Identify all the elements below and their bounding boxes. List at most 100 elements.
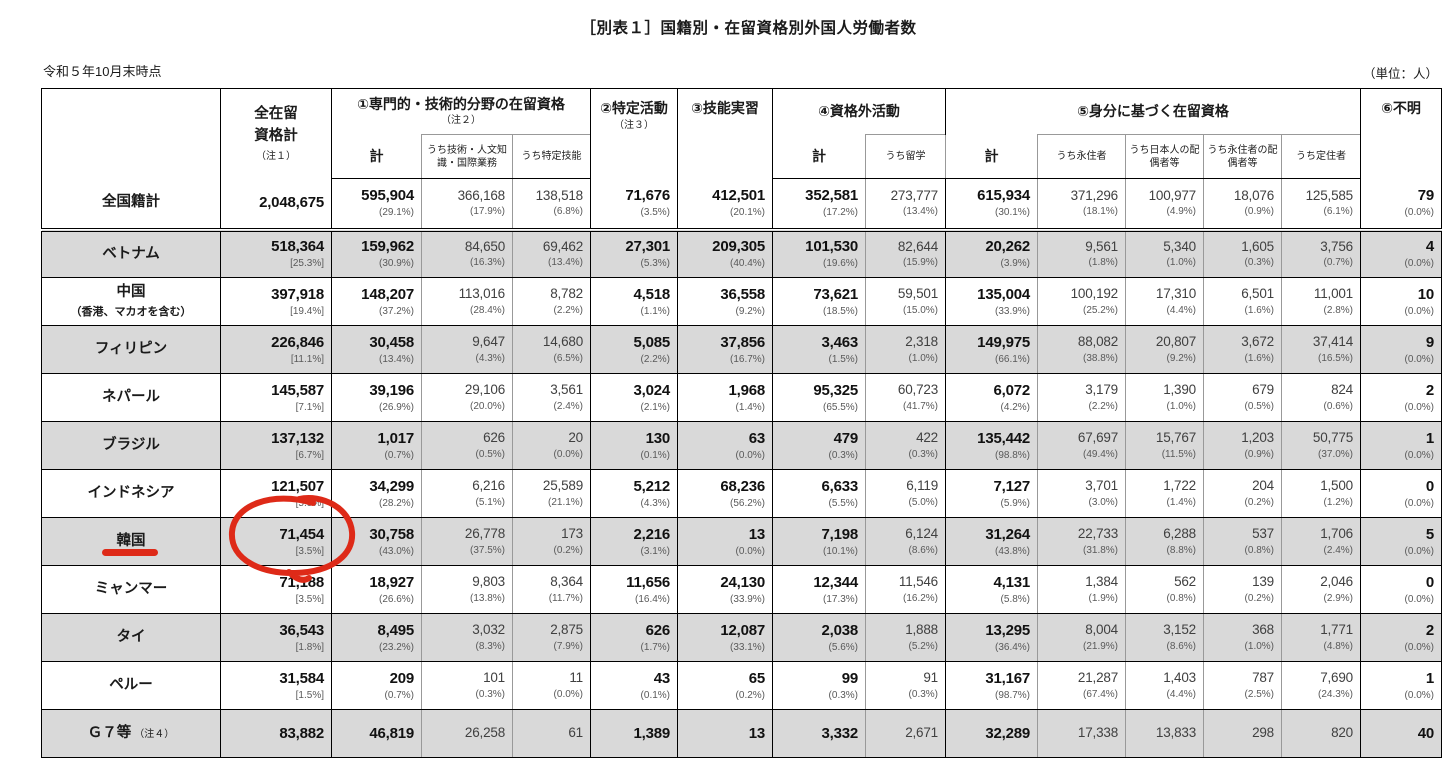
value-cell: 615,934 (30.1%) [945, 178, 1038, 232]
value-cell: 26,258 [421, 709, 513, 758]
value-cell: 209 (0.7%) [331, 661, 422, 710]
value-cell: 2,318 (1.0%) [865, 325, 946, 374]
value-cell: 2,038 (5.6%) [772, 613, 866, 662]
value-cell: 3,756 (0.7%) [1281, 229, 1361, 278]
value-cell: 371,296 (18.1%) [1037, 178, 1126, 232]
value-cell: 18,927 (26.6%) [331, 565, 422, 614]
value-cell: 11,656 (16.4%) [590, 565, 678, 614]
value-cell: 31,584 [1.5%] [220, 661, 332, 710]
value-cell: 3,179 (2.2%) [1037, 373, 1126, 422]
value-cell: 1 (0.0%) [1360, 661, 1442, 710]
value-cell: 71,454 [3.5%] [220, 517, 332, 566]
value-cell: 8,364 (11.7%) [512, 565, 591, 614]
value-cell: 43 (0.1%) [590, 661, 678, 710]
value-cell: 71,188 [3.5%] [220, 565, 332, 614]
value-cell: 14,680 (6.5%) [512, 325, 591, 374]
row-label: ミャンマー [41, 565, 221, 614]
col-group-activities-outside-status: ④資格外活動 [772, 88, 946, 135]
value-cell: 5 (0.0%) [1360, 517, 1442, 566]
value-cell: 46,819 [331, 709, 422, 758]
value-cell: 4,518 (1.1%) [590, 277, 678, 326]
value-cell: 13 (0.0%) [677, 517, 773, 566]
value-cell: 159,962 (30.9%) [331, 229, 422, 278]
value-cell: 3,701 (3.0%) [1037, 469, 1126, 518]
value-cell: 65 (0.2%) [677, 661, 773, 710]
corner-cell [41, 88, 221, 179]
value-cell: 3,672 (1.6%) [1203, 325, 1282, 374]
value-cell: 17,310 (4.4%) [1125, 277, 1204, 326]
value-cell: 31,167 (98.7%) [945, 661, 1038, 710]
value-cell: 137,132 [6.7%] [220, 421, 332, 470]
row-label: ブラジル [41, 421, 221, 470]
value-cell: 13 [677, 709, 773, 758]
row-label: インドネシア [41, 469, 221, 518]
row-country: インドネシア 121,507 [5.9%] 34,299 (28.2%) 6,216 (5.… [41, 469, 1442, 518]
value-cell: 562 (0.8%) [1125, 565, 1204, 614]
row-label: タイ [41, 613, 221, 662]
row-country: 中国 （香港、マカオを含む） 397,918 [19.4%] 148,207 (37.2%… [41, 277, 1442, 326]
value-cell: 148,207 (37.2%) [331, 277, 422, 326]
row-country: Ｇ７等 （注４） 83,882 46,819 26,258 61 1,389 13 3,332 2… [41, 709, 1442, 758]
value-cell: 4,131 (5.8%) [945, 565, 1038, 614]
col-header-technical-intern: ③技能実習 [677, 88, 773, 179]
value-cell: 518,364 [25.3%] [220, 229, 332, 278]
value-cell: 626 (0.5%) [421, 421, 513, 470]
value-cell: 79 (0.0%) [1360, 178, 1442, 232]
value-cell: 2 (0.0%) [1360, 373, 1442, 422]
value-cell: 10 (0.0%) [1360, 277, 1442, 326]
value-cell: 1,390 (1.0%) [1125, 373, 1204, 422]
value-cell: 11 (0.0%) [512, 661, 591, 710]
row-country: フィリピン 226,846 [11.1%] 30,458 (13.4%) 9,647 (4.… [41, 325, 1442, 374]
value-cell: 6,119 (5.0%) [865, 469, 946, 518]
value-cell: 1,888 (5.2%) [865, 613, 946, 662]
value-cell: 18,076 (0.9%) [1203, 178, 1282, 232]
value-cell: 679 (0.5%) [1203, 373, 1282, 422]
value-cell: 3,032 (8.3%) [421, 613, 513, 662]
subcol-spouses-of-japanese: うち日本人の配偶者等 [1125, 134, 1204, 179]
value-cell: 11,001 (2.8%) [1281, 277, 1361, 326]
value-cell: 12,344 (17.3%) [772, 565, 866, 614]
subcol-permanent-residents: うち永住者 [1037, 134, 1126, 179]
value-cell: 135,442 (98.8%) [945, 421, 1038, 470]
value-cell: 0 (0.0%) [1360, 469, 1442, 518]
value-cell: 24,130 (33.9%) [677, 565, 773, 614]
value-cell: 1,722 (1.4%) [1125, 469, 1204, 518]
value-cell: 397,918 [19.4%] [220, 277, 332, 326]
value-cell: 5,085 (2.2%) [590, 325, 678, 374]
value-cell: 130 (0.1%) [590, 421, 678, 470]
value-cell: 20,807 (9.2%) [1125, 325, 1204, 374]
value-cell: 7,127 (5.9%) [945, 469, 1038, 518]
value-cell: 4 (0.0%) [1360, 229, 1442, 278]
value-cell: 31,264 (43.8%) [945, 517, 1038, 566]
value-cell: 30,458 (13.4%) [331, 325, 422, 374]
value-cell: 27,301 (5.3%) [590, 229, 678, 278]
value-cell: 204 (0.2%) [1203, 469, 1282, 518]
value-cell: 1,500 (1.2%) [1281, 469, 1361, 518]
value-cell: 3,463 (1.5%) [772, 325, 866, 374]
table-body: 全国籍計 2,048,675 595,904 (29.1%) 366,168 (17.9%… [41, 178, 1442, 758]
value-cell: 59,501 (15.0%) [865, 277, 946, 326]
value-cell: 40 [1360, 709, 1442, 758]
value-cell: 422 (0.3%) [865, 421, 946, 470]
subcol-spouses-of-permanent: うち永住者の配偶者等 [1203, 134, 1282, 179]
value-cell: 820 [1281, 709, 1361, 758]
row-label: Ｇ７等 （注４） [41, 709, 221, 758]
value-cell: 68,236 (56.2%) [677, 469, 773, 518]
row-country: タイ 36,543 [1.8%] 8,495 (23.2%) 3,032 (8.3%) 2,8… [41, 613, 1442, 662]
value-cell: 2,671 [865, 709, 946, 758]
row-country: ペルー 31,584 [1.5%] 209 (0.7%) 101 (0.3%) 11 (0.0%… [41, 661, 1442, 710]
row-label: フィリピン [41, 325, 221, 374]
value-cell: 100,977 (4.9%) [1125, 178, 1204, 232]
value-cell: 2,046 (2.9%) [1281, 565, 1361, 614]
subcol-outside-status-total: 計 [772, 134, 866, 179]
value-cell: 9,647 (4.3%) [421, 325, 513, 374]
value-cell: 34,299 (28.2%) [331, 469, 422, 518]
value-cell: 209,305 (40.4%) [677, 229, 773, 278]
row-country: ネパール 145,587 [7.1%] 39,196 (26.9%) 29,106 (20.… [41, 373, 1442, 422]
value-cell: 6,216 (5.1%) [421, 469, 513, 518]
row-country: 韓国 71,454 [3.5%] 30,758 (43.0%) 26,778 (37.5%)… [41, 517, 1442, 566]
value-cell: 479 (0.3%) [772, 421, 866, 470]
value-cell: 3,152 (8.6%) [1125, 613, 1204, 662]
value-cell: 537 (0.8%) [1203, 517, 1282, 566]
value-cell: 91 (0.3%) [865, 661, 946, 710]
